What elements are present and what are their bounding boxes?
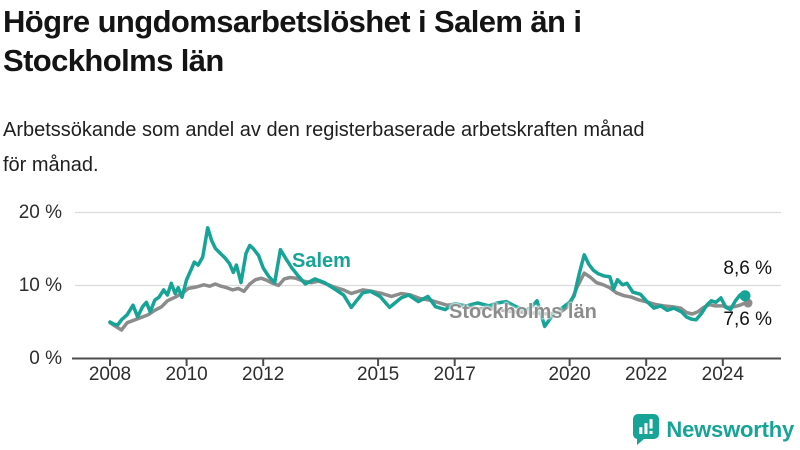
bar-chart-bubble-icon xyxy=(633,414,660,445)
series-line-salem xyxy=(108,226,747,329)
y-axis-tick-label: 20 % xyxy=(18,201,62,223)
end-value-label-salem: 8,6 % xyxy=(723,258,772,279)
series-label-salem: Salem xyxy=(292,250,351,272)
x-axis-tick-label: 2015 xyxy=(356,364,400,385)
newsworthy-wordmark: Newsworthy xyxy=(666,416,794,442)
end-value-label-stockholms-lan: 7,6 % xyxy=(723,309,772,330)
page-title: Högre ungdomsarbetslöshet i Salem än i S… xyxy=(3,2,582,80)
chart-subtitle-line-2: för månad. xyxy=(3,154,99,176)
x-axis-tick-label: 2022 xyxy=(625,364,668,385)
page-title-line-1: Högre ungdomsarbetslöshet i Salem än i xyxy=(3,4,582,39)
y-axis-tick-label: 10 % xyxy=(18,274,62,296)
x-axis-tick-label: 2008 xyxy=(88,364,132,385)
newsworthy-logo: Newsworthy xyxy=(633,414,794,445)
x-axis-tick-label: 2012 xyxy=(242,364,285,385)
y-axis-tick-label: 0 % xyxy=(29,347,62,369)
x-axis-tick-label: 2020 xyxy=(548,364,591,385)
series-end-dot-salem xyxy=(739,290,751,302)
series-label-stockholms-lan: Stockholms län xyxy=(449,301,597,323)
chart-subtitle-line-1: Arbetssökande som andel av den registerb… xyxy=(3,119,645,141)
x-axis-tick-label: 2017 xyxy=(433,364,476,385)
x-axis-tick-label: 2010 xyxy=(165,364,208,385)
x-axis-tick-label: 2024 xyxy=(701,364,744,385)
page-title-line-2: Stockholms län xyxy=(3,43,224,78)
series-line-stockholms-lan xyxy=(108,271,747,332)
chart-subtitle: Arbetssökande som andel av den registerb… xyxy=(3,113,645,183)
